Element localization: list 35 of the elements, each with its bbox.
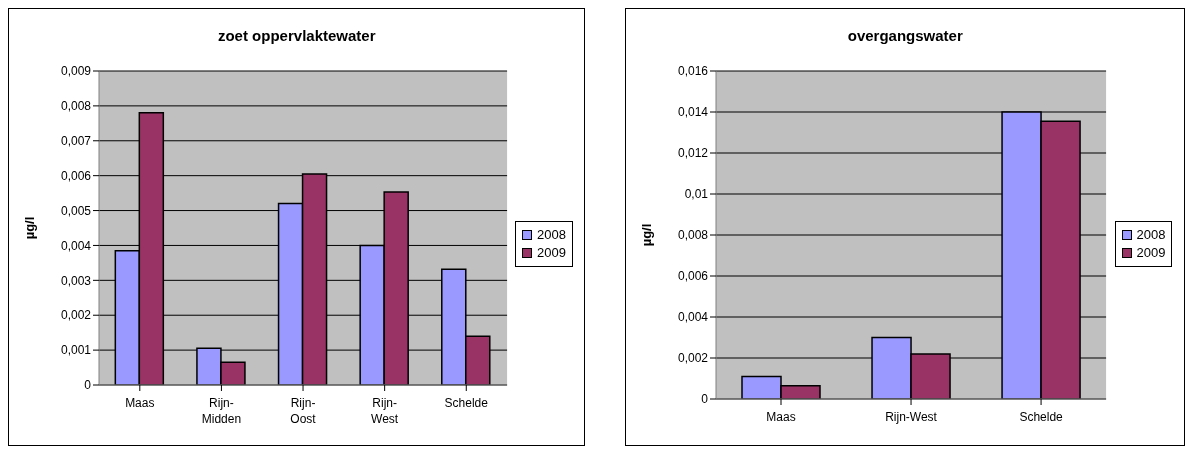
y-tick-label: 0,002 bbox=[678, 351, 709, 366]
y-axis-title: µg/l bbox=[21, 216, 37, 240]
y-tick-label: 0,012 bbox=[678, 146, 709, 161]
y-tick-label: 0,004 bbox=[60, 238, 92, 253]
y-tick-label: 0,006 bbox=[678, 269, 709, 284]
y-tick-label: 0,001 bbox=[60, 343, 92, 358]
y-tick-label: 0,008 bbox=[60, 99, 92, 114]
y-axis-title: µg/l bbox=[639, 223, 655, 247]
y-tick-label: 0,016 bbox=[678, 64, 709, 79]
chart-title: overgangswater bbox=[846, 26, 964, 46]
y-tick-label: 0,008 bbox=[678, 228, 709, 243]
x-tick-label: Schelde bbox=[444, 396, 489, 410]
legend-label: 2009 bbox=[1136, 244, 1166, 262]
y-tick-label: 0 bbox=[84, 378, 92, 393]
y-tick-label: 0 bbox=[701, 392, 709, 407]
x-tick-label: Maas bbox=[125, 396, 155, 410]
legend-label: 2009 bbox=[537, 244, 566, 262]
chart-title: zoet oppervlaktewater bbox=[216, 26, 377, 46]
x-tick-label: Maas bbox=[766, 410, 797, 424]
legend-label: 2008 bbox=[1136, 226, 1166, 244]
x-tick-label: Schelde bbox=[1019, 410, 1064, 424]
y-tick-label: 0,014 bbox=[678, 105, 709, 120]
y-tick-label: 0,009 bbox=[60, 64, 92, 79]
y-tick-label: 0,005 bbox=[60, 203, 92, 218]
y-tick-label: 0,002 bbox=[60, 308, 92, 323]
y-tick-label: 0,006 bbox=[60, 168, 92, 183]
y-tick-label: 0,007 bbox=[60, 134, 92, 149]
y-tick-label: 0,003 bbox=[60, 273, 92, 288]
y-tick-label: 0,004 bbox=[678, 310, 709, 325]
x-tick-label: Rijn-West bbox=[885, 410, 939, 424]
y-tick-label: 0,01 bbox=[685, 187, 709, 202]
legend-label: 2008 bbox=[537, 226, 566, 244]
x-tick-label: Rijn-West bbox=[371, 396, 399, 426]
x-tick-label: Rijn-Midden bbox=[201, 396, 242, 426]
x-tick-label: Rijn-Oost bbox=[290, 396, 317, 426]
